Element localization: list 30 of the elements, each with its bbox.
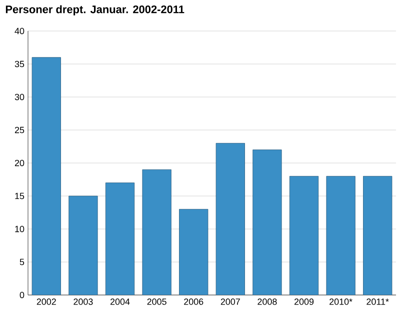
y-tick-label: 40	[14, 28, 24, 34]
x-tick-label: 2010*	[330, 298, 352, 305]
bar	[142, 169, 172, 295]
bar	[252, 150, 282, 295]
x-tick-label: 2002	[36, 298, 56, 305]
y-tick-label: 30	[14, 94, 24, 100]
bar	[105, 182, 135, 295]
bar	[289, 176, 319, 295]
y-tick-label: 20	[14, 160, 24, 166]
x-tick-label: 2006	[184, 298, 204, 305]
bar	[32, 57, 61, 295]
bar	[216, 143, 245, 295]
y-tick-label: 35	[14, 60, 24, 68]
bar	[326, 176, 356, 295]
bar	[363, 176, 392, 295]
y-tick-label: 25	[14, 126, 24, 134]
chart-title: Personer drept. Januar. 2002-2011	[6, 5, 184, 16]
y-tick-label: 5	[20, 258, 24, 266]
y-tick-label: 10	[15, 226, 24, 232]
x-tick-label: 2009	[294, 298, 314, 305]
y-tick-label: 15	[15, 192, 24, 200]
x-tick-label: 2007	[220, 298, 240, 305]
x-tick-label: 2005	[147, 298, 166, 305]
x-tick-label: 2003	[74, 298, 93, 305]
y-tick-label: 0	[20, 292, 24, 298]
bar	[179, 209, 208, 295]
bar	[68, 196, 98, 295]
x-tick-label: 2008	[258, 298, 277, 305]
x-tick-label: 2004	[110, 298, 130, 305]
x-tick-label: 2011*	[366, 298, 389, 305]
